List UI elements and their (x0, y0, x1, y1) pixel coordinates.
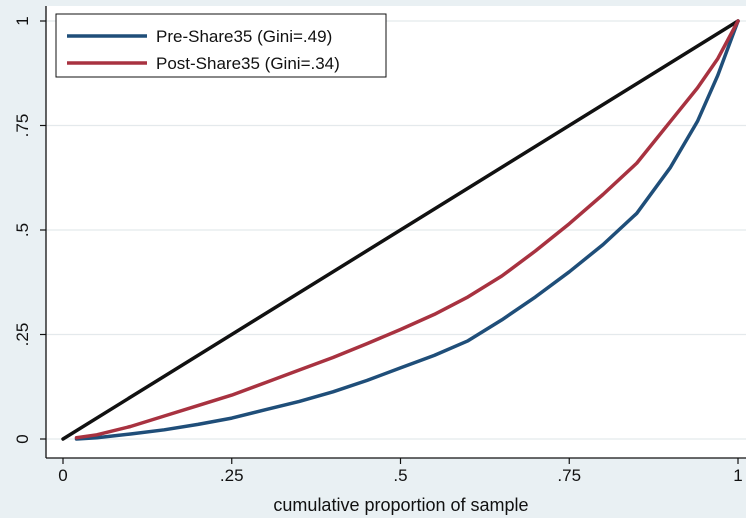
x-tick-label: 0 (58, 466, 67, 485)
x-axis-title: cumulative proportion of sample (273, 495, 528, 515)
gridlines (46, 20, 746, 440)
data-lines (61, 19, 740, 441)
equality-line (61, 19, 740, 441)
legend-box (55, 13, 387, 78)
pre-share35-line (74, 19, 740, 441)
x-tick-label: 1 (733, 466, 742, 485)
x-tick-label: .5 (393, 466, 407, 485)
y-tick-label: 1 (13, 16, 32, 25)
axes (45, 6, 746, 459)
y-tick-label: .25 (13, 323, 32, 347)
tick-marks: 0 .25 .5 .75 1 0 .25 .5 .75 1 (13, 16, 743, 485)
x-tick-label: .75 (557, 466, 581, 485)
legend-label-post: Post-Share35 (Gini=.34) (156, 54, 340, 73)
legend-label-pre: Pre-Share35 (Gini=.49) (156, 27, 332, 46)
legend: Pre-Share35 (Gini=.49) Post-Share35 (Gin… (55, 13, 387, 78)
post-share35-line (74, 19, 740, 440)
y-tick-label: 0 (13, 434, 32, 443)
y-tick-label: .5 (13, 223, 32, 237)
y-tick-label: .75 (13, 114, 32, 138)
x-tick-label: .25 (220, 466, 244, 485)
